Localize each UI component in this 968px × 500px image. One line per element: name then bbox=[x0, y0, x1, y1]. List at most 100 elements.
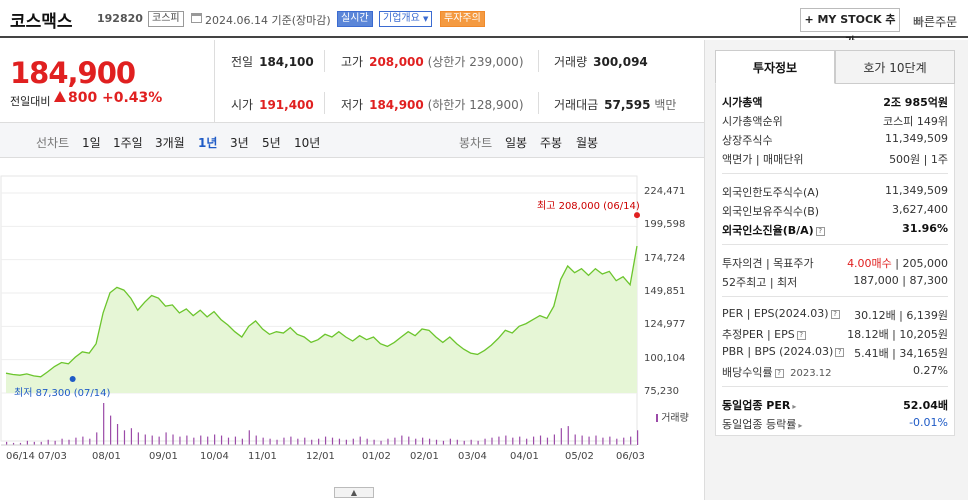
row-key: PBR | BPS (2024.03) bbox=[722, 345, 834, 358]
volume-bar bbox=[595, 435, 597, 445]
x-tick-label: 07/03 bbox=[38, 451, 67, 462]
invest-info-content: 시가총액 2조 985억원 시가총액순위 코스피 149위 상장주식수 11,3… bbox=[715, 84, 955, 436]
candle-chart-label: 봉차트 bbox=[459, 136, 493, 150]
market-tag: 코스피 bbox=[148, 11, 184, 27]
period-1w[interactable]: 1주일 bbox=[113, 136, 143, 150]
volume-bar bbox=[623, 437, 625, 445]
line-chart-label: 선차트 bbox=[36, 136, 70, 150]
chart-canvas bbox=[0, 175, 640, 446]
volume-bar bbox=[26, 440, 29, 445]
help-icon[interactable]: ? bbox=[796, 331, 806, 340]
volume-bar bbox=[616, 438, 618, 445]
help-icon[interactable]: ? bbox=[835, 348, 845, 357]
period-1d[interactable]: 1일 bbox=[82, 136, 101, 150]
collapse-chart-button[interactable]: ▲ bbox=[334, 487, 374, 498]
realtime-tag[interactable]: 실시간 bbox=[337, 11, 373, 27]
tab-invest-info[interactable]: 투자정보 bbox=[715, 50, 835, 84]
volume-bar bbox=[387, 438, 389, 445]
stat-value: 57,595 bbox=[604, 98, 651, 112]
period-1y[interactable]: 1년 bbox=[198, 136, 218, 150]
row-key: 배당수익률 bbox=[722, 366, 773, 379]
price-stats: 전일 184,100 고가 208,000 (상한가 239,000) 거래량 300… bbox=[215, 40, 704, 122]
divider bbox=[722, 386, 948, 387]
help-icon[interactable]: ? bbox=[830, 310, 840, 319]
row-value: 11,349,509 bbox=[885, 132, 948, 145]
row-key: 액면가 | 매매단위 bbox=[722, 153, 804, 166]
row-key: 52주최고 | 최저 bbox=[722, 276, 798, 289]
low-marker bbox=[69, 376, 76, 382]
candle-monthly[interactable]: 월봉 bbox=[576, 136, 599, 150]
volume-bar bbox=[96, 432, 98, 445]
x-tick-label: 04/01 bbox=[510, 451, 539, 462]
row-key: 외국인보유주식수(B) bbox=[722, 205, 820, 218]
volume-bar bbox=[609, 436, 611, 445]
volume-bar bbox=[214, 434, 216, 445]
row-value: 0.27% bbox=[913, 364, 948, 377]
period-3y[interactable]: 3년 bbox=[230, 136, 249, 150]
price-line bbox=[5, 245, 638, 378]
candle-daily[interactable]: 일봉 bbox=[505, 136, 528, 150]
period-10y[interactable]: 10년 bbox=[294, 136, 321, 150]
volume-bar bbox=[40, 441, 42, 445]
date: 2024.06.14 bbox=[205, 14, 268, 27]
row-52w: 52주최고 | 최저 187,000 | 87,300 bbox=[722, 274, 948, 290]
row-key: 시가총액순위 bbox=[722, 115, 783, 128]
row-foreign-limit: 외국인한도주식수(A) 11,349,509 bbox=[722, 184, 948, 200]
row-key: 추정PER | EPS bbox=[722, 328, 795, 341]
calendar-icon bbox=[191, 13, 202, 23]
volume-bar bbox=[200, 435, 202, 445]
volume-bar bbox=[61, 438, 63, 445]
volume-bar bbox=[373, 439, 375, 445]
stat-value: 191,400 bbox=[259, 98, 314, 112]
volume-bar bbox=[283, 437, 285, 445]
opinion-value: 4.00매수 bbox=[847, 257, 892, 270]
row-value: 52.04배 bbox=[903, 399, 948, 412]
help-icon[interactable]: ? bbox=[774, 369, 784, 378]
change-label: 전일대비 bbox=[10, 95, 51, 108]
volume-bar bbox=[574, 434, 576, 445]
row-pbr: PBR | BPS (2024.03)? 5.41배 | 34,165원 bbox=[722, 345, 948, 360]
stat-label: 거래량 bbox=[554, 55, 588, 69]
stat-label: 거래대금 bbox=[554, 98, 599, 112]
volume-bar bbox=[470, 439, 472, 445]
row-dividend: 배당수익률? 2023.12 0.27% bbox=[722, 364, 948, 380]
row-value: 18.12배 | 10,205원 bbox=[847, 328, 948, 341]
help-icon[interactable]: ? bbox=[815, 227, 825, 236]
y-tick-label: 75,230 bbox=[644, 386, 679, 397]
divider bbox=[324, 50, 325, 72]
volume-bar bbox=[505, 435, 507, 445]
price-chart[interactable]: 224,471 199,598 174,724 149,851 124,977 100,1… bbox=[0, 158, 704, 488]
volume-bar bbox=[352, 438, 354, 445]
divider bbox=[538, 50, 539, 72]
row-value: 31.96% bbox=[902, 222, 948, 235]
period-3m[interactable]: 3개월 bbox=[155, 136, 185, 150]
row-value: 5.41배 | 34,165원 bbox=[854, 347, 948, 360]
my-stock-add-button[interactable]: + MY STOCK 추가 bbox=[800, 8, 900, 48]
volume-bar bbox=[6, 441, 8, 445]
high-note: 최고 208,000 (06/14) bbox=[537, 201, 640, 212]
period-5y[interactable]: 5년 bbox=[262, 136, 281, 150]
tab-quote-10[interactable]: 호가 10단계 bbox=[835, 50, 955, 84]
candle-weekly[interactable]: 주봉 bbox=[540, 136, 563, 150]
volume-bar bbox=[151, 435, 153, 445]
volume-bar bbox=[512, 437, 514, 445]
stat-prev: 전일 184,100 bbox=[231, 53, 314, 70]
volume-bar bbox=[276, 439, 278, 445]
volume-bar bbox=[241, 438, 243, 445]
volume-bar bbox=[290, 436, 292, 445]
volume-bar bbox=[630, 436, 632, 445]
volume-bar bbox=[602, 437, 604, 445]
stock-name[interactable]: 코스맥스 bbox=[10, 12, 73, 32]
company-overview-dropdown[interactable]: 기업개요 ▼ bbox=[379, 11, 433, 27]
row-value: 11,349,509 bbox=[885, 184, 948, 197]
side-tabs: 투자정보 호가 10단계 bbox=[715, 50, 955, 84]
volume-bar bbox=[165, 432, 167, 445]
dividend-date: 2023.12 bbox=[790, 368, 832, 379]
quick-order-link[interactable]: 빠른주문 bbox=[913, 15, 958, 29]
stat-value: 208,000 bbox=[369, 55, 424, 69]
volume-bar bbox=[137, 432, 139, 445]
x-tick-label: 05/02 bbox=[565, 451, 594, 462]
volume-bar bbox=[560, 428, 562, 445]
volume-bar bbox=[498, 436, 500, 445]
divider bbox=[722, 296, 948, 297]
